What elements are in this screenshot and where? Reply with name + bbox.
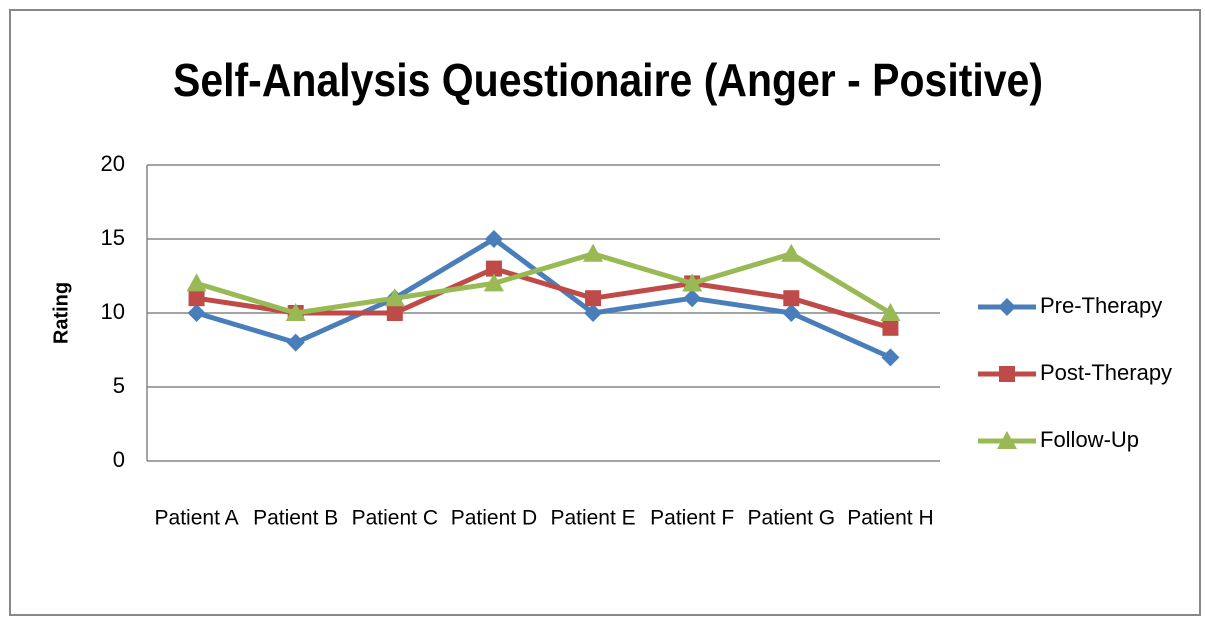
- x-tick-label: Patient B: [253, 507, 338, 530]
- legend-marker: [998, 298, 1016, 316]
- x-tick-label: Patient C: [352, 507, 438, 530]
- series-line: [195, 251, 892, 316]
- x-tick-label: Patient D: [451, 507, 537, 530]
- legend-label: Follow-Up: [1040, 427, 1139, 452]
- point: [483, 273, 504, 292]
- point: [882, 319, 899, 336]
- x-tick-label: Patient E: [550, 507, 635, 530]
- chart-title: Self-Analysis Questionaire (Anger - Posi…: [173, 54, 1043, 106]
- y-axis-label: Rating: [50, 282, 72, 344]
- point: [782, 304, 801, 322]
- y-tick-label: 0: [113, 447, 125, 472]
- point: [484, 230, 503, 248]
- x-tick-label: Patient F: [650, 507, 734, 530]
- point: [583, 243, 604, 262]
- point: [386, 305, 403, 321]
- point: [585, 290, 602, 307]
- legend-marker: [997, 431, 1017, 449]
- point: [188, 290, 205, 307]
- point: [286, 333, 305, 352]
- point: [187, 304, 206, 322]
- point: [783, 290, 800, 307]
- point: [285, 303, 306, 321]
- point: [384, 288, 405, 307]
- x-tick-label: Patient H: [847, 507, 933, 530]
- point: [881, 348, 900, 367]
- legend-marker: [999, 366, 1015, 382]
- point: [682, 273, 703, 292]
- y-tick-label: 15: [101, 225, 125, 250]
- point: [584, 304, 603, 322]
- point: [683, 289, 702, 308]
- point: [186, 273, 207, 292]
- point: [781, 243, 802, 262]
- x-tick-label: Patient G: [748, 507, 836, 530]
- point: [485, 260, 502, 277]
- y-tick-label: 10: [101, 299, 125, 324]
- point: [880, 303, 901, 321]
- y-tick-label: 5: [113, 373, 125, 398]
- legend-label: Pre-Therapy: [1040, 293, 1162, 318]
- x-tick-label: Patient A: [155, 507, 239, 530]
- y-tick-label: 20: [101, 151, 125, 176]
- legend-label: Post-Therapy: [1040, 360, 1172, 385]
- series-line: [195, 236, 892, 360]
